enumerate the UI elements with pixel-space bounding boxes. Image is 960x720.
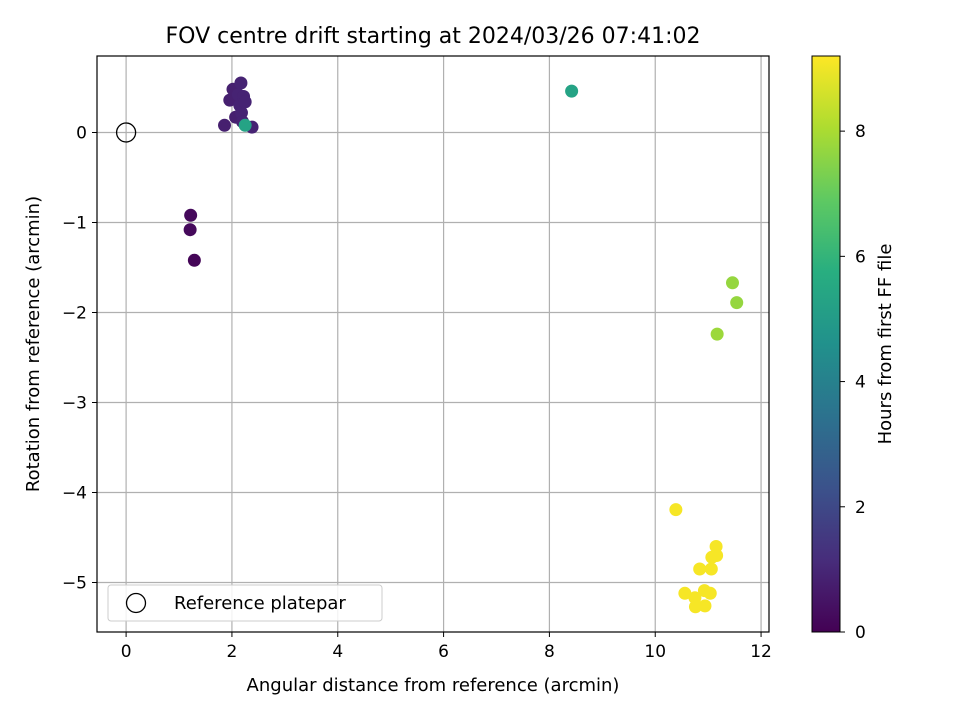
y-tick-label: −4 xyxy=(62,484,87,504)
colorbar-tick-label: 0 xyxy=(855,623,866,643)
data-point xyxy=(678,586,692,600)
data-point xyxy=(730,296,744,310)
y-tick-label: −2 xyxy=(62,304,87,324)
y-axis-label: Rotation from reference (arcmin) xyxy=(23,196,44,492)
x-tick-label: 12 xyxy=(750,642,772,662)
chart-title: FOV centre drift starting at 2024/03/26 … xyxy=(166,24,701,49)
data-point xyxy=(669,503,683,517)
data-point xyxy=(688,600,702,614)
colorbar-tick-label: 2 xyxy=(855,498,866,518)
legend-frame xyxy=(107,584,383,622)
colorbar xyxy=(811,55,841,633)
x-tick-label: 0 xyxy=(121,642,132,662)
ticks-layer: 0 2 4 6 8 10 12 0 −1 −2 −3 −4 −5 xyxy=(62,124,772,663)
colorbar-ticks: 0 2 4 6 8 xyxy=(840,122,866,643)
data-point xyxy=(704,562,718,576)
data-point xyxy=(238,95,252,109)
data-point xyxy=(184,208,198,222)
data-point xyxy=(725,276,739,290)
data-point xyxy=(238,118,252,132)
y-tick-label: −5 xyxy=(62,574,87,594)
y-tick-label: 0 xyxy=(76,124,87,144)
x-tick-label: 8 xyxy=(544,642,555,662)
data-point xyxy=(234,76,248,90)
grid-layer xyxy=(97,56,769,632)
points-layer xyxy=(115,76,744,614)
data-point xyxy=(705,550,719,564)
x-tick-label: 6 xyxy=(438,642,449,662)
data-point xyxy=(703,586,717,600)
reference-platepar-point xyxy=(115,122,137,143)
plot-frame xyxy=(96,55,770,633)
data-point xyxy=(565,84,579,98)
colorbar-label: Hours from first FF file xyxy=(875,244,896,445)
data-point xyxy=(698,599,712,613)
data-point xyxy=(183,223,197,237)
legend-label: Reference platepar xyxy=(174,593,346,614)
data-point xyxy=(693,562,707,576)
colorbar-tick-label: 8 xyxy=(855,122,866,142)
data-point xyxy=(187,253,201,267)
y-tick-label: −1 xyxy=(62,214,87,234)
data-point xyxy=(218,118,232,132)
x-tick-label: 4 xyxy=(332,642,343,662)
legend: Reference platepar xyxy=(107,584,383,622)
colorbar-tick-label: 4 xyxy=(855,373,866,393)
x-tick-label: 10 xyxy=(644,642,666,662)
colorbar-tick-label: 6 xyxy=(855,247,866,267)
legend-marker-open-circle xyxy=(125,592,147,614)
x-tick-label: 2 xyxy=(227,642,238,662)
x-axis-label: Angular distance from reference (arcmin) xyxy=(247,675,620,696)
y-tick-label: −3 xyxy=(62,394,87,414)
data-point xyxy=(710,327,724,341)
